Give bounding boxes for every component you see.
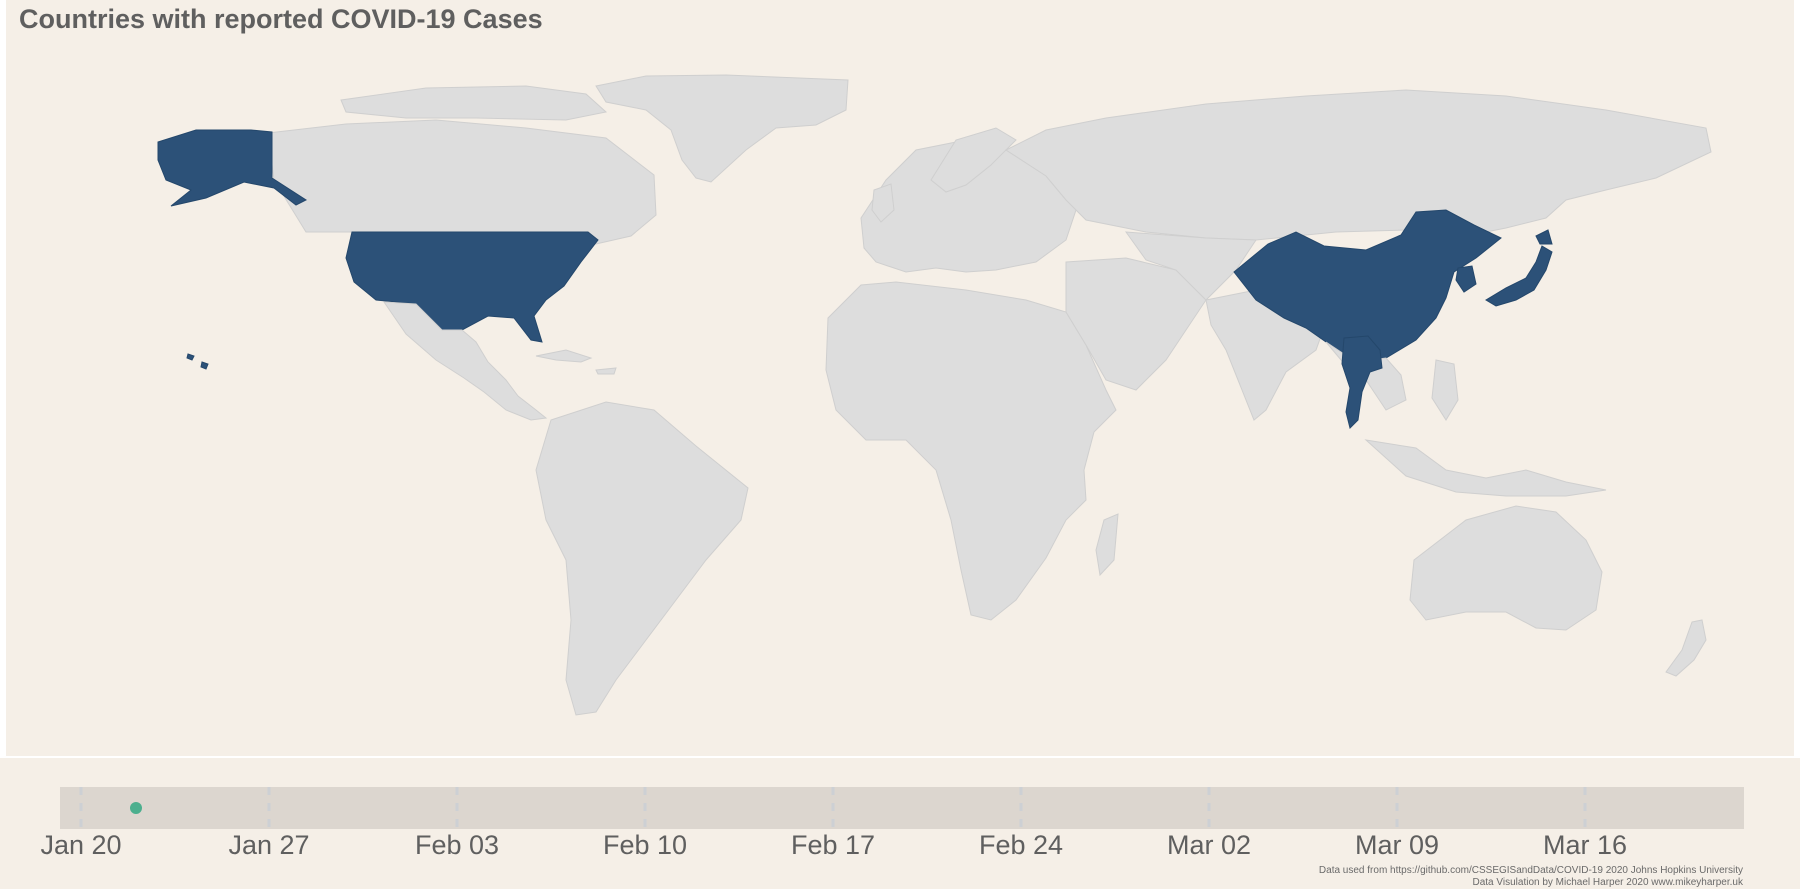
landmass-middle-east	[1065, 257, 1207, 391]
landmass-madagascar	[1095, 513, 1119, 577]
landmass-central-asia	[1124, 231, 1257, 301]
timeline-tick-label: Feb 17	[791, 830, 875, 860]
country-south-korea[interactable]	[1455, 265, 1477, 293]
map-title: Countries with reported COVID-19 Cases	[19, 4, 543, 34]
landmass-russia	[1004, 89, 1712, 241]
landmass-south-america	[535, 401, 749, 716]
country-alaska[interactable]	[157, 129, 308, 207]
country-thailand[interactable]	[1341, 335, 1383, 429]
landmass-caribbean	[535, 349, 617, 375]
timeline-ticks: Jan 20 Jan 27 Feb 03 Feb 10 Feb 17 Feb 24 Mar …	[40, 787, 1627, 860]
country-china[interactable]	[1233, 209, 1502, 363]
country-united-states[interactable]	[345, 231, 599, 343]
timeline-tick-label: Feb 10	[603, 830, 687, 860]
credits: Data used from https://github.com/CSSEGI…	[1319, 865, 1743, 889]
country-japan[interactable]	[1485, 229, 1553, 307]
landmass-europe	[860, 139, 1077, 273]
timeline-track[interactable]	[60, 787, 1744, 829]
timeline-slider[interactable]: Jan 20 Jan 27 Feb 03 Feb 10 Feb 17 Feb 24 Mar …	[0, 758, 1800, 889]
landmass-arctic-islands	[340, 85, 608, 121]
landmass-new-zealand	[1665, 619, 1707, 677]
landmass-scandinavia	[930, 127, 1017, 193]
timeline-tick-label: Jan 20	[40, 830, 121, 860]
timeline-handle[interactable]	[130, 802, 142, 814]
landmass-indonesia	[1364, 439, 1607, 497]
landmass-africa	[825, 281, 1117, 621]
timeline-panel: Jan 20 Jan 27 Feb 03 Feb 10 Feb 17 Feb 24 Mar …	[0, 758, 1800, 889]
timeline-tick-label: Jan 27	[228, 830, 309, 860]
timeline-tick-label: Feb 24	[979, 830, 1063, 860]
landmass-philippines	[1431, 359, 1459, 421]
landmass-australia	[1409, 505, 1603, 631]
country-hawaii[interactable]	[186, 353, 209, 370]
timeline-tick-label: Feb 03	[415, 830, 499, 860]
timeline-tick-label: Mar 16	[1543, 830, 1627, 860]
world-map	[157, 74, 1712, 716]
landmass-greenland	[595, 74, 849, 183]
timeline-tick-label: Mar 09	[1355, 830, 1439, 860]
timeline-tick-label: Mar 02	[1167, 830, 1251, 860]
landmass-uk	[871, 183, 895, 223]
map-panel: Countries with reported COVID-19 Cases	[6, 0, 1794, 756]
credits-visualization-author: Data Visulation by Michael Harper 2020 w…	[1472, 877, 1743, 888]
landmass-canada	[267, 119, 657, 245]
landmass-mexico-central-america	[383, 301, 548, 421]
credits-data-source: Data used from https://github.com/CSSEGI…	[1318, 865, 1743, 876]
